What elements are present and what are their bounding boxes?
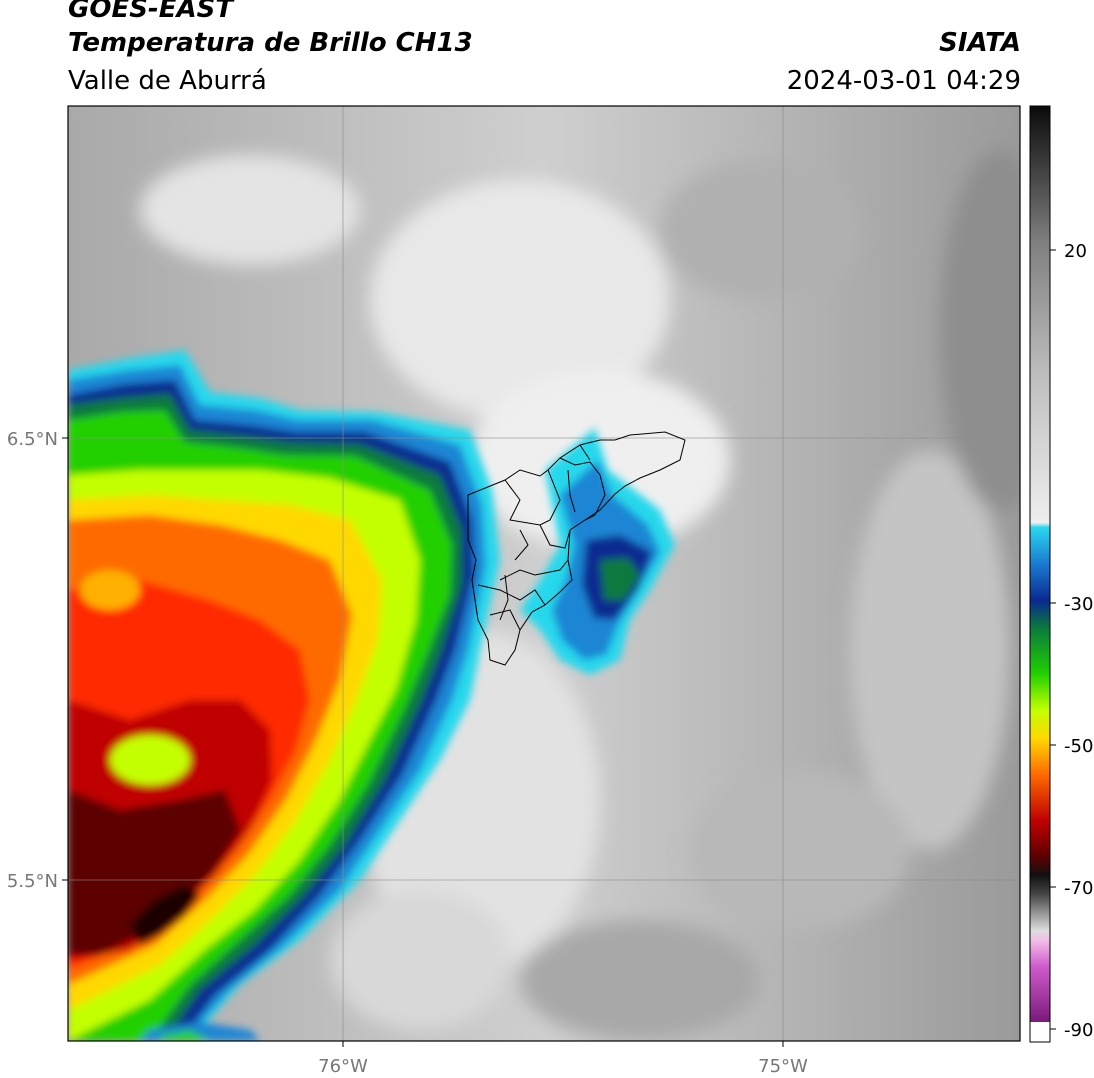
- lon-tick-label: 76°W: [318, 1056, 368, 1077]
- colorbar: 20 -30 -50 -70 -90: [1029, 105, 1093, 1043]
- graticule: [68, 106, 1020, 1041]
- colorbar-under-swatch: [1030, 1022, 1050, 1042]
- source-label: SIATA: [939, 28, 1021, 58]
- lon-ticks: 76°W 75°W: [318, 1041, 808, 1077]
- colorbar-gradient: [1030, 106, 1050, 1022]
- map-imagery: [68, 106, 1020, 1041]
- colorbar-tick-label: -70: [1064, 878, 1093, 899]
- colorbar-tick-label: 20: [1064, 241, 1087, 262]
- datetime-label: 2024-03-01 04:29: [786, 66, 1021, 96]
- colorbar-frame: [1029, 105, 1051, 1043]
- lat-tick-label: 6.5°N: [7, 429, 58, 450]
- lat-tick-label: 5.5°N: [7, 871, 58, 892]
- map-frame: [67, 105, 1021, 1042]
- lat-ticks: 6.5°N 5.5°N: [7, 429, 68, 892]
- municipal-boundaries: [467, 431, 686, 666]
- region-subtitle: Valle de Aburrá: [68, 66, 267, 96]
- lon-tick-label: 75°W: [758, 1056, 808, 1077]
- convective-system: [68, 350, 675, 1041]
- colorbar-tick-label: -90: [1064, 1020, 1093, 1041]
- colorbar-tick-label: -50: [1064, 736, 1093, 757]
- product-title: Temperatura de Brillo CH13: [68, 28, 473, 58]
- colorbar-tick-label: -30: [1064, 594, 1093, 615]
- cloud-texture: [140, 150, 1020, 1040]
- satellite-title: GOES-EAST: [68, 0, 234, 24]
